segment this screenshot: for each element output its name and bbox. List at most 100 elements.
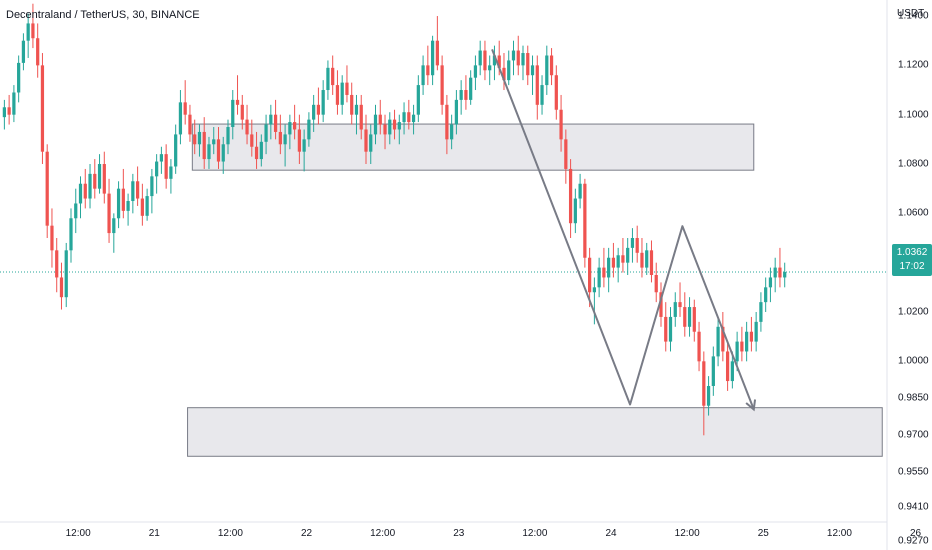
candle-countdown: 17:02 (899, 261, 925, 272)
candle (450, 114, 454, 150)
candle-body (454, 99, 459, 125)
candle (473, 55, 478, 91)
candle-body (307, 119, 311, 140)
candle (50, 208, 54, 268)
zones-layer (0, 123, 887, 457)
arrow-layer[interactable] (491, 48, 757, 412)
candle (145, 188, 149, 221)
candle-body (131, 181, 135, 202)
candle (240, 94, 244, 130)
candle-body (145, 196, 149, 216)
candle-body (730, 361, 734, 382)
candle (78, 176, 83, 219)
candle (602, 247, 606, 288)
candle (511, 40, 516, 76)
candle-body (673, 302, 677, 317)
candle-body (93, 173, 97, 189)
candle (749, 316, 754, 352)
candle (621, 238, 625, 273)
candle (259, 134, 263, 167)
candle (554, 65, 558, 120)
candle (783, 262, 787, 288)
candle-body (602, 267, 606, 278)
candle-body (535, 65, 539, 105)
price-tick-label: 0.9270 (898, 535, 929, 547)
candle-body (778, 267, 782, 278)
candle (45, 144, 49, 239)
candle-body (21, 40, 26, 63)
candle-body (335, 85, 340, 105)
candle (69, 208, 73, 263)
candle-body (516, 50, 520, 66)
candle-body (473, 65, 478, 78)
candle (416, 75, 420, 123)
candle (312, 94, 316, 132)
candle-body (31, 23, 35, 39)
chart-title: Decentraland / TetherUS, 30, BINANCE (6, 9, 200, 21)
candle-body (549, 55, 554, 76)
candle (88, 164, 92, 209)
candle (278, 114, 282, 155)
resistance-zone[interactable] (191, 123, 755, 171)
candle (668, 307, 673, 352)
time-tick-label: 12:00 (65, 528, 91, 539)
candle-body (635, 238, 639, 253)
candle-body (45, 151, 49, 226)
candle-body (316, 104, 321, 115)
candle-body (702, 361, 706, 406)
candle-body (288, 122, 292, 135)
candle (345, 65, 349, 103)
candle-body (269, 114, 273, 125)
candle (740, 326, 744, 362)
candle-body (616, 255, 620, 268)
candle (26, 13, 30, 58)
candle-body (592, 287, 596, 293)
time-tick-label: 23 (453, 528, 465, 539)
candle (354, 94, 359, 135)
candle-body (183, 102, 187, 115)
candle-body (321, 90, 325, 115)
candle (559, 94, 563, 152)
candle (583, 178, 587, 268)
candle (659, 282, 663, 327)
candle-body (745, 331, 749, 352)
candle (440, 55, 444, 115)
candle-body (464, 90, 468, 100)
candle-body (369, 134, 373, 152)
candle (64, 242, 68, 308)
candle-body (155, 161, 159, 177)
candle-body (768, 277, 773, 288)
projection-path[interactable] (491, 48, 755, 410)
candle-body (126, 201, 130, 211)
candle (540, 75, 544, 115)
candle-body (69, 218, 73, 251)
candle (464, 75, 468, 110)
candle-body (159, 154, 164, 162)
candle-body (683, 307, 687, 327)
last-price-badge: 1.0362 17:02 (892, 244, 932, 276)
price-tick-label: 1.0200 (898, 306, 929, 318)
candle-body (416, 85, 420, 115)
time-tick-label: 12:00 (370, 528, 396, 539)
candle-body (169, 166, 173, 179)
price-unit-label: USDT (897, 8, 925, 19)
candle-body (135, 181, 140, 199)
candle-body (559, 109, 563, 140)
candle-body (354, 104, 359, 115)
candle (549, 48, 554, 86)
candle (307, 112, 311, 147)
candle-body (312, 104, 316, 120)
support-zone[interactable] (187, 407, 883, 457)
candle-body (626, 247, 630, 263)
candle-body (326, 67, 330, 91)
candle (121, 168, 125, 219)
candle (107, 178, 111, 243)
candle-body (588, 257, 592, 293)
candle-body (564, 139, 568, 169)
candle-body (483, 50, 487, 71)
candle-body (583, 183, 587, 258)
candle-body (502, 67, 506, 81)
price-tick-label: 0.9700 (898, 429, 929, 441)
